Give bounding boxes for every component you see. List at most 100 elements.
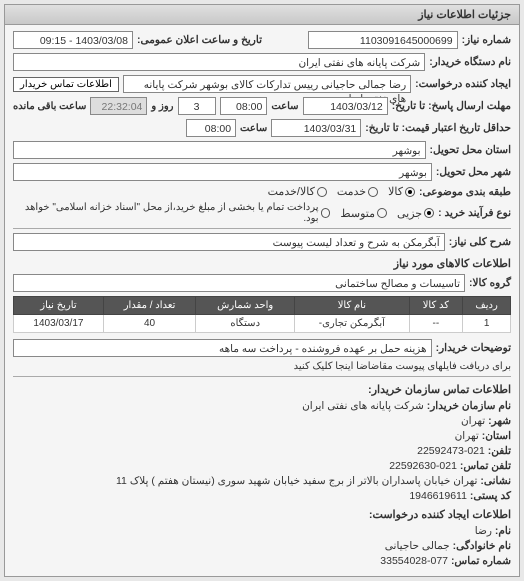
info-neshani: نشانی: تهران خیابان پاسداران بالاتر از ب… xyxy=(13,475,511,487)
ostan-val: تهران xyxy=(455,430,479,442)
mohlat-date: 1403/03/12 xyxy=(303,97,388,115)
kalaha-title: اطلاعات کالاهای مورد نیاز xyxy=(13,257,511,270)
table-cell: دستگاه xyxy=(196,315,295,333)
tozihat-label: توضیحات خریدار: xyxy=(436,342,511,354)
tarikh-elan-field: 1403/03/08 - 09:15 xyxy=(13,31,133,49)
table-cell: 1 xyxy=(463,315,511,333)
saat-label-2: ساعت xyxy=(240,123,267,134)
info-ostan: استان: تهران xyxy=(13,430,511,442)
ostan-tahvil-field: بوشهر xyxy=(13,141,426,159)
shahr-tahvil-label: شهر محل تحویل: xyxy=(436,166,511,178)
ostan-tahvil-label: استان محل تحویل: xyxy=(430,144,511,156)
mohlat-time: 08:00 xyxy=(220,97,268,115)
info-nam-kh: نام خانوادگی: جمالی حاجیانی xyxy=(13,540,511,552)
radio-bakhshi[interactable]: پرداخت تمام یا بخشی از مبلغ خرید،از محل … xyxy=(13,202,330,224)
table-header-cell: ردیف xyxy=(463,297,511,315)
info-telefon: تلفن: 021-22592473 xyxy=(13,445,511,457)
panel-title: جزئیات اطلاعات نیاز xyxy=(5,5,519,25)
radio-bakhshi-label: پرداخت تمام یا بخشی از مبلغ خرید،از محل … xyxy=(13,202,319,224)
contact-info-button[interactable]: اطلاعات تماس خریدار xyxy=(13,77,119,92)
radio-both[interactable]: کالا/خدمت xyxy=(268,185,327,198)
nam-sazman-label: نام سازمان خریدار: xyxy=(427,400,511,412)
panel-body: شماره نیاز: 1103091645000699 تاریخ و ساع… xyxy=(5,25,519,576)
table-header-cell: تعداد / مقدار xyxy=(103,297,195,315)
shomare-niaz-field: 1103091645000699 xyxy=(308,31,458,49)
shahr-tahvil-field: بوشهر xyxy=(13,163,432,181)
row-ostan: استان محل تحویل: بوشهر xyxy=(13,141,511,159)
hadaghal-date: 1403/03/31 xyxy=(271,119,361,137)
farayand-radio-group: جزیی متوسط پرداخت تمام یا بخشی از مبلغ خ… xyxy=(13,202,434,224)
row-tabaghe: طبقه بندی موضوعی: کالا خدمت کالا/خدمت xyxy=(13,185,511,198)
telefon-namayesh-val: 021-22592630 xyxy=(389,460,457,472)
contacts-title: اطلاعات تماس سازمان خریدار: xyxy=(13,383,511,396)
divider-1 xyxy=(13,228,511,229)
table-cell: 1403/03/17 xyxy=(14,315,104,333)
row-mohlat: مهلت ارسال پاسخ: تا تاریخ: 1403/03/12 سا… xyxy=(13,97,511,115)
radio-motavaset[interactable]: متوسط xyxy=(340,207,387,220)
row-shahr: شهر محل تحویل: بوشهر xyxy=(13,163,511,181)
tarikh-elan-label: تاریخ و ساعت اعلان عمومی: xyxy=(137,34,262,46)
table-header-cell: تاریخ نیاز xyxy=(14,297,104,315)
gorooh-field: تاسیسات و مصالح ساختمانی xyxy=(13,274,465,292)
sharh-label: شرح کلی نیاز: xyxy=(449,236,511,248)
nam-val: رضا xyxy=(475,525,492,537)
rooz-val: 3 xyxy=(178,97,216,115)
tabaghe-label: طبقه بندی موضوعی: xyxy=(419,186,511,198)
nam-sazman-val: شرکت پایانه های نفتی ایران xyxy=(302,400,424,412)
info-nam: نام: رضا xyxy=(13,525,511,537)
radio-jozi-label: جزیی xyxy=(397,207,422,220)
saat-label-1: ساعت xyxy=(271,101,298,112)
radio-khadamat-label: خدمت xyxy=(337,185,366,198)
telefon-namayesh-label: تلفن تماس: xyxy=(460,460,511,472)
radio-jozi[interactable]: جزیی xyxy=(397,207,434,220)
mohlat-label: مهلت ارسال پاسخ: تا تاریخ: xyxy=(392,100,511,112)
row-dastgah: نام دستگاه خریدار: شرکت پایانه های نفتی … xyxy=(13,53,511,71)
rooz-label: روز و xyxy=(151,101,173,112)
info-sazman: نام سازمان خریدار: شرکت پایانه های نفتی … xyxy=(13,400,511,412)
info-shomare: شماره تماس: 077-33554028 xyxy=(13,555,511,567)
info-telefon-namayesh: تلفن تماس: 021-22592630 xyxy=(13,460,511,472)
ijad-field: رضا جمالی حاجیانی رییس تدارکات کالای بوش… xyxy=(123,75,411,93)
ijad2-title: اطلاعات ایجاد کننده درخواست: xyxy=(13,508,511,521)
table-header-row: ردیفکد کالانام کالاواحد شمارشتعداد / مقد… xyxy=(14,297,511,315)
info-shahr: شهر: تهران xyxy=(13,415,511,427)
neshani-label: نشانی: xyxy=(480,475,511,487)
row-farayand: نوع فرآیند خرید : جزیی متوسط پرداخت تمام… xyxy=(13,202,511,224)
kodposti-label: کد پستی: xyxy=(470,490,511,502)
telefon-label: تلفن: xyxy=(488,445,511,457)
radio-kala[interactable]: کالا xyxy=(388,185,415,198)
gorooh-label: گروه کالا: xyxy=(469,277,511,289)
shomare-niaz-label: شماره نیاز: xyxy=(462,34,511,46)
row-ijadkonande: ایجاد کننده درخواست: رضا جمالی حاجیانی ر… xyxy=(13,75,511,93)
ijad-label: ایجاد کننده درخواست: xyxy=(415,78,511,90)
table-cell: 40 xyxy=(103,315,195,333)
nam-kh-label: نام خانوادگی: xyxy=(453,540,511,552)
table-cell: آبگرمکن تجاری- xyxy=(295,315,409,333)
tabaghe-radio-group: کالا خدمت کالا/خدمت xyxy=(268,185,415,198)
nam-kh-val: جمالی حاجیانی xyxy=(385,540,450,552)
radio-kala-label: کالا xyxy=(388,185,403,198)
row-sharh: شرح کلی نیاز: آبگرمکن به شرح و تعداد لیس… xyxy=(13,233,511,251)
baghi-label: ساعت باقی مانده xyxy=(13,101,86,112)
sharh-field: آبگرمکن به شرح و تعداد لیست پیوست xyxy=(13,233,445,251)
row-hadaghal: حداقل تاریخ اعتبار قیمت: تا تاریخ: 1403/… xyxy=(13,119,511,137)
shahr-label: شهر: xyxy=(488,415,511,427)
items-table: ردیفکد کالانام کالاواحد شمارشتعداد / مقد… xyxy=(13,296,511,333)
row-shomare-niaz: شماره نیاز: 1103091645000699 تاریخ و ساع… xyxy=(13,31,511,49)
divider-2 xyxy=(13,376,511,377)
radio-both-label: کالا/خدمت xyxy=(268,185,315,198)
shahr-val: تهران xyxy=(461,415,485,427)
nam-label: نام: xyxy=(495,525,511,537)
farayand-label: نوع فرآیند خرید : xyxy=(438,207,511,219)
info-kodposti: کد پستی: 1946619611 xyxy=(13,490,511,502)
table-header-cell: کد کالا xyxy=(409,297,463,315)
hadaghal-time: 08:00 xyxy=(186,119,236,137)
file-note[interactable]: برای دریافت فایلهای پیوست مقاضاضا اینجا … xyxy=(13,361,511,372)
table-cell: -- xyxy=(409,315,463,333)
radio-motavaset-label: متوسط xyxy=(340,207,375,220)
radio-khadamat[interactable]: خدمت xyxy=(337,185,378,198)
table-row[interactable]: 1--آبگرمکن تجاری-دستگاه401403/03/17 xyxy=(14,315,511,333)
ostan-label: استان: xyxy=(482,430,511,442)
row-tozihat: توضیحات خریدار: هزینه حمل بر عهده فروشند… xyxy=(13,339,511,357)
table-body: 1--آبگرمکن تجاری-دستگاه401403/03/17 xyxy=(14,315,511,333)
